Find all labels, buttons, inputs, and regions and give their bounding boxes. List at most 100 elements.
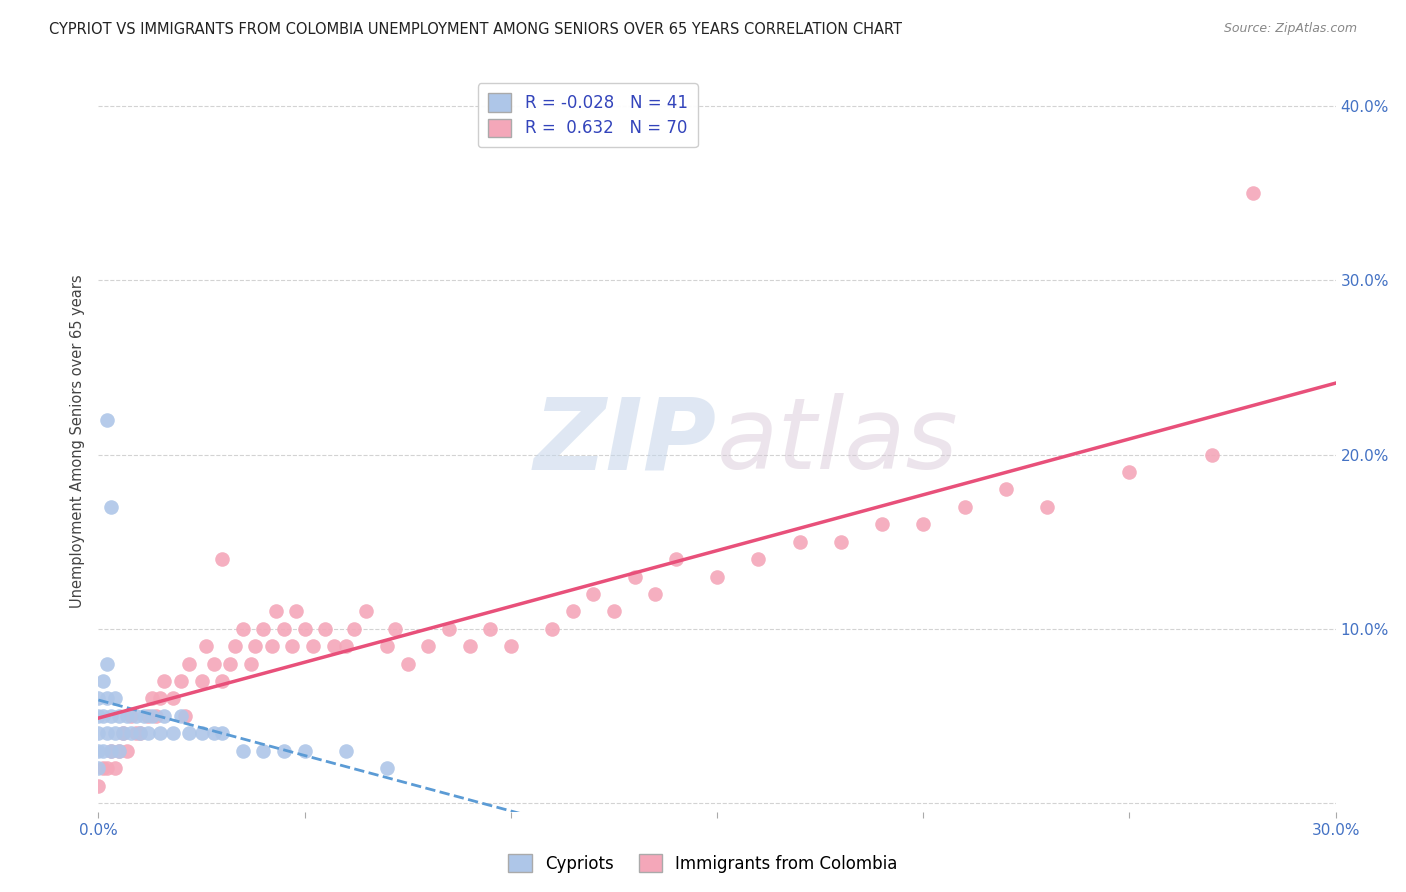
Point	[120, 726, 142, 740]
Point	[335, 744, 357, 758]
Point	[953, 500, 976, 514]
Point	[582, 587, 605, 601]
Point	[153, 709, 176, 723]
Point	[1241, 186, 1264, 201]
Point	[789, 534, 811, 549]
Point	[100, 709, 122, 723]
Point	[128, 726, 150, 740]
Point	[100, 744, 122, 758]
Point	[870, 517, 893, 532]
Point	[117, 709, 139, 723]
Point	[153, 674, 176, 689]
Point	[190, 674, 212, 689]
Point	[96, 761, 118, 775]
Point	[224, 639, 246, 653]
Point	[665, 552, 688, 566]
Point	[96, 726, 118, 740]
Point	[1201, 448, 1223, 462]
Point	[384, 622, 406, 636]
Point	[240, 657, 263, 671]
Point	[170, 709, 193, 723]
Point	[418, 639, 440, 653]
Point	[149, 726, 172, 740]
Point	[623, 569, 645, 583]
Point	[211, 674, 233, 689]
Point	[202, 726, 225, 740]
Point	[87, 726, 110, 740]
Point	[91, 761, 114, 775]
Text: CYPRIOT VS IMMIGRANTS FROM COLOMBIA UNEMPLOYMENT AMONG SENIORS OVER 65 YEARS COR: CYPRIOT VS IMMIGRANTS FROM COLOMBIA UNEM…	[49, 22, 903, 37]
Point	[302, 639, 325, 653]
Legend: R = -0.028   N = 41, R =  0.632   N = 70: R = -0.028 N = 41, R = 0.632 N = 70	[478, 83, 697, 147]
Point	[162, 691, 184, 706]
Legend: Cypriots, Immigrants from Colombia: Cypriots, Immigrants from Colombia	[502, 847, 904, 880]
Point	[264, 604, 287, 618]
Point	[294, 622, 316, 636]
Point	[285, 604, 308, 618]
Point	[322, 639, 344, 653]
Point	[912, 517, 935, 532]
Point	[343, 622, 366, 636]
Point	[162, 726, 184, 740]
Point	[179, 726, 201, 740]
Point	[124, 726, 146, 740]
Point	[136, 726, 159, 740]
Point	[747, 552, 769, 566]
Point	[87, 691, 110, 706]
Point	[91, 674, 114, 689]
Point	[96, 657, 118, 671]
Point	[314, 622, 336, 636]
Point	[458, 639, 481, 653]
Point	[190, 726, 212, 740]
Point	[104, 726, 127, 740]
Point	[437, 622, 460, 636]
Point	[219, 657, 242, 671]
Text: Source: ZipAtlas.com: Source: ZipAtlas.com	[1223, 22, 1357, 36]
Point	[141, 709, 163, 723]
Point	[174, 709, 197, 723]
Point	[91, 709, 114, 723]
Point	[100, 744, 122, 758]
Point	[112, 726, 135, 740]
Point	[132, 709, 155, 723]
Point	[128, 726, 150, 740]
Point	[260, 639, 283, 653]
Point	[141, 691, 163, 706]
Text: atlas: atlas	[717, 393, 959, 490]
Point	[179, 657, 201, 671]
Point	[561, 604, 583, 618]
Point	[603, 604, 626, 618]
Point	[281, 639, 304, 653]
Point	[145, 709, 167, 723]
Text: ZIP: ZIP	[534, 393, 717, 490]
Point	[335, 639, 357, 653]
Point	[100, 500, 122, 514]
Point	[541, 622, 564, 636]
Point	[87, 709, 110, 723]
Point	[96, 413, 118, 427]
Point	[108, 744, 131, 758]
Point	[104, 761, 127, 775]
Point	[211, 552, 233, 566]
Point	[375, 761, 398, 775]
Point	[994, 483, 1017, 497]
Point	[232, 622, 254, 636]
Point	[356, 604, 378, 618]
Point	[644, 587, 666, 601]
Point	[112, 726, 135, 740]
Point	[87, 761, 110, 775]
Point	[499, 639, 522, 653]
Point	[396, 657, 419, 671]
Point	[706, 569, 728, 583]
Point	[91, 744, 114, 758]
Point	[108, 744, 131, 758]
Point	[170, 674, 193, 689]
Y-axis label: Unemployment Among Seniors over 65 years: Unemployment Among Seniors over 65 years	[70, 275, 86, 608]
Point	[479, 622, 502, 636]
Point	[294, 744, 316, 758]
Point	[375, 639, 398, 653]
Point	[830, 534, 852, 549]
Point	[96, 691, 118, 706]
Point	[117, 744, 139, 758]
Point	[202, 657, 225, 671]
